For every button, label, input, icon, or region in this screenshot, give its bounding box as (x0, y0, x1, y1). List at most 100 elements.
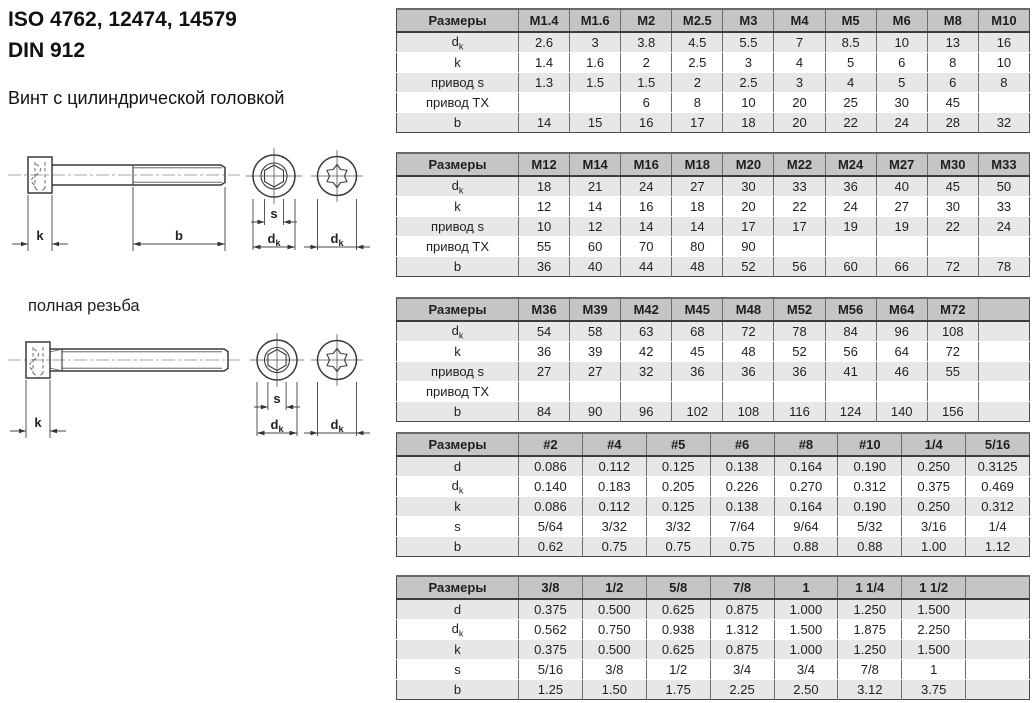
value-cell: 6 (875, 52, 928, 73)
value-cell: 72 (926, 256, 979, 277)
size-column-header: M36 (517, 298, 570, 322)
table-metric-m1.4-m10: Размеры M1.4 M1.6 M2 M2.5 M3 M4 M5 M6 M8 M10 dk 2.6 3… (396, 8, 1030, 133)
row-label-cell: привод TX (396, 92, 519, 113)
hidden-socket-curl (31, 163, 41, 187)
row-label-header: Размеры (396, 433, 519, 457)
dim-label-s: s (273, 391, 280, 406)
value-cell: 0.138 (709, 496, 774, 517)
screw-partial-thread-drawing: k b s dk dk (8, 148, 370, 251)
value-cell: 45 (926, 92, 979, 113)
value-cell: 0.375 (518, 599, 583, 620)
crosshair-lines (311, 150, 363, 202)
dim-label-k: k (36, 228, 44, 243)
value-cell: 55 (926, 361, 979, 382)
row-label-cell: dk (396, 476, 519, 497)
value-cell: 15 (569, 112, 621, 133)
table-metric-m36-m72: Размеры M36 M39 M42 M45 M48 M52 M56 M64 M72 dk 54 58… (396, 297, 1030, 422)
value-cell: 156 (926, 401, 979, 422)
row-label-cell: b (396, 112, 519, 133)
value-cell: 1.000 (773, 599, 838, 620)
value-cell: 18 (722, 112, 774, 133)
dimension-table: Размеры M1.4 M1.6 M2 M2.5 M3 M4 M5 M6 M8 M10 dk 2.6 3… (396, 8, 1030, 133)
hidden-socket-curl (29, 348, 39, 372)
row-label-header: Размеры (396, 576, 519, 600)
row-label-cell: k (396, 341, 519, 362)
value-cell (965, 619, 1030, 640)
value-cell: 0.250 (901, 456, 966, 477)
value-cell: 14 (620, 216, 672, 237)
row-label-cell: d (396, 456, 519, 477)
value-cell: 0.500 (581, 639, 647, 660)
value-cell: 40 (875, 176, 928, 197)
value-cell: 3.75 (901, 679, 966, 700)
value-cell: 24 (620, 176, 672, 197)
k-dimension-lines (10, 380, 66, 438)
row-label-cell: привод s (396, 72, 519, 93)
row-label-cell: dk (396, 32, 519, 53)
value-cell: 0.086 (518, 456, 583, 477)
row-label-cell: k (396, 639, 519, 660)
value-cell (517, 92, 570, 113)
value-cell: 1.875 (837, 619, 902, 640)
value-cell: 40 (569, 256, 621, 277)
value-cell: 1/2 (645, 659, 711, 680)
value-cell: 0.183 (581, 476, 647, 497)
screw-head-side-view (27, 156, 53, 194)
value-cell: 20 (773, 112, 826, 133)
dim-label-dk: dk (271, 417, 285, 434)
value-cell: 0.88 (773, 536, 838, 557)
k-dimension-lines (12, 195, 68, 251)
value-cell (671, 381, 723, 402)
value-cell (977, 236, 1030, 257)
value-cell: 36 (517, 341, 570, 362)
value-cell: 6 (926, 72, 979, 93)
value-cell: 90 (722, 236, 774, 257)
size-column-header (965, 576, 1030, 600)
value-cell: 17 (722, 216, 774, 237)
size-column-header: #6 (709, 433, 774, 457)
head-end-view-torx (316, 339, 358, 381)
value-cell: 7/64 (709, 516, 774, 537)
hidden-socket-lines (34, 162, 46, 193)
value-cell: 0.875 (709, 639, 774, 660)
value-cell: 3/8 (581, 659, 647, 680)
value-cell: 19 (875, 216, 928, 237)
value-cell: 0.3125 (965, 456, 1030, 477)
value-cell: 2.6 (517, 32, 570, 53)
value-cell: 0.62 (518, 536, 583, 557)
size-column-header: M42 (620, 298, 672, 322)
value-cell (977, 341, 1030, 362)
value-cell: 64 (875, 341, 928, 362)
value-cell: 45 (671, 341, 723, 362)
value-cell: 5.5 (722, 32, 774, 53)
size-column-header: M56 (824, 298, 877, 322)
value-cell: 0.75 (581, 536, 647, 557)
value-cell: 84 (824, 321, 877, 342)
row-label-cell: привод s (396, 361, 519, 382)
crosshair-lines (246, 148, 302, 204)
value-cell: 78 (773, 321, 826, 342)
value-cell: 72 (722, 321, 774, 342)
size-column-header: 1 1/4 (837, 576, 902, 600)
hex-socket-icon (263, 164, 285, 188)
size-column-header: M18 (671, 153, 723, 177)
value-cell: 5/64 (518, 516, 583, 537)
value-cell: 42 (620, 341, 672, 362)
value-cell: 0.226 (709, 476, 774, 497)
value-cell: 0.469 (965, 476, 1030, 497)
value-cell: 4 (824, 72, 877, 93)
value-cell: 63 (620, 321, 672, 342)
value-cell: 5 (875, 72, 928, 93)
value-cell: 12 (569, 216, 621, 237)
value-cell: 6 (620, 92, 672, 113)
value-cell: 16 (620, 196, 672, 217)
value-cell: 9/64 (773, 516, 838, 537)
value-cell: 0.875 (709, 599, 774, 620)
value-cell: 0.125 (645, 456, 711, 477)
arrow-icon (21, 241, 28, 247)
value-cell: 30 (722, 176, 774, 197)
value-cell: 96 (620, 401, 672, 422)
value-cell: 27 (875, 196, 928, 217)
value-cell: 19 (824, 216, 877, 237)
b-dimension-lines (132, 187, 226, 251)
